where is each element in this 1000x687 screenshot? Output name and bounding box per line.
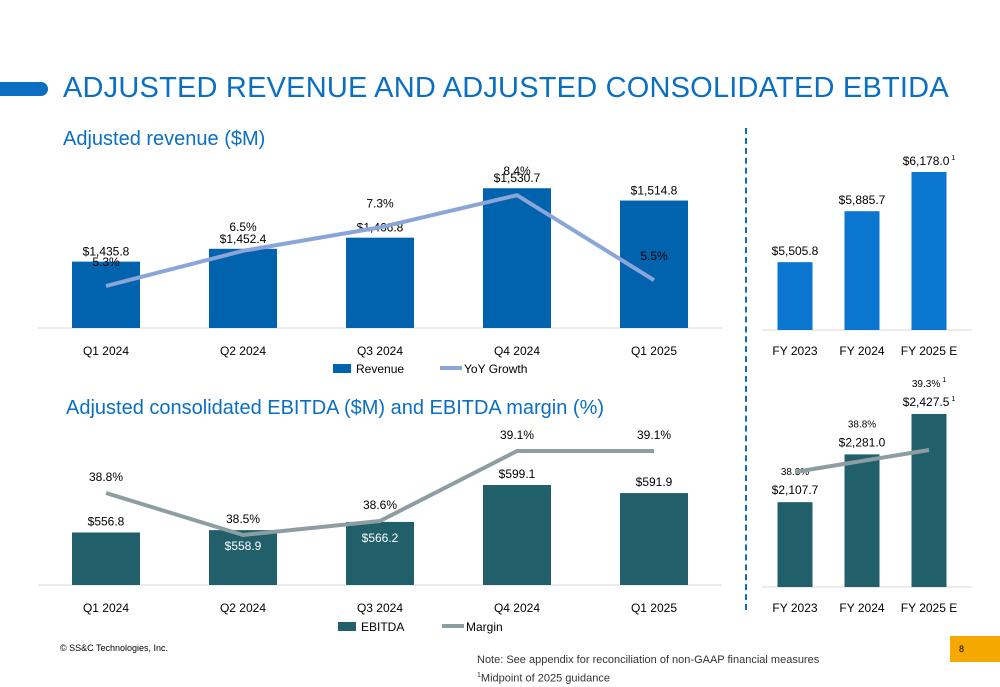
revenue-value-label: $1,435.8: [83, 245, 130, 259]
annual-revenue-bar: [911, 172, 947, 330]
footnote-marker: 1: [477, 672, 481, 679]
legend-ebitda-label: EBITDA: [361, 620, 404, 634]
annual-revenue-value-label: $5,505.8: [772, 244, 819, 258]
ebitda-bar: [72, 532, 140, 585]
yoy-growth-label: 6.5%: [229, 220, 257, 234]
slide-title: ADJUSTED REVENUE AND ADJUSTED CONSOLIDAT…: [63, 72, 949, 104]
annual-revenue-bar: [844, 211, 880, 330]
revenue-category-label: Q1 2024: [83, 344, 129, 358]
annual-ebitda-category-label: FY 2025 E: [901, 601, 957, 615]
annual-margin-label: 38.3%: [781, 467, 809, 478]
margin-label: 39.1%: [500, 428, 534, 442]
section-divider: [745, 128, 747, 610]
ebitda-value-label: $556.8: [88, 514, 125, 528]
annual-revenue-value-label: $5,885.7: [839, 193, 886, 207]
title-accent-bar: [0, 82, 48, 96]
legend-yoy-label: YoY Growth: [464, 362, 527, 376]
margin-label: 38.8%: [89, 470, 123, 484]
legend-revenue-swatch: [333, 364, 351, 373]
annual-revenue-category-label: FY 2025 E: [901, 344, 957, 358]
revenue-category-label: Q1 2025: [631, 344, 677, 358]
revenue-bar: [72, 261, 140, 328]
annual-ebitda-bar: [911, 414, 947, 587]
annual-ebitda-category-label: FY 2023: [772, 601, 817, 615]
annual-revenue-value-label: $6,178.0 1: [903, 154, 956, 168]
page-number: 8: [950, 636, 1000, 662]
revenue-value-label: $1,530.7: [494, 171, 541, 185]
yoy-growth-label: 7.3%: [366, 196, 394, 210]
annual-ebitda-bar: [844, 454, 880, 587]
revenue-category-label: Q2 2024: [220, 344, 266, 358]
ebitda-value-label: $599.1: [499, 467, 536, 481]
margin-label: 38.5%: [226, 512, 260, 526]
footnote-text: Midpoint of 2025 guidance: [480, 672, 610, 685]
annual-ebitda-bar: [777, 502, 813, 587]
annual-ebitda-value-label: $2,107.7: [772, 483, 819, 497]
margin-line: [105, 449, 654, 537]
annual-margin-line: [794, 448, 930, 474]
ebitda-category-label: Q3 2024: [357, 601, 403, 615]
revenue-bar: [209, 248, 277, 328]
revenue-value-label: $1,452.4: [220, 232, 267, 246]
ebitda-category-label: Q1 2025: [631, 601, 677, 615]
yoy-growth-label: 8.4%: [503, 164, 531, 178]
ebitda-value-label: $566.2: [362, 531, 399, 545]
ebitda-value-label: $591.9: [636, 475, 673, 489]
annual-margin-label: 38.8%: [848, 419, 876, 430]
ebitda-bar: [346, 521, 414, 585]
annual-revenue-bar: [777, 262, 813, 330]
margin-label: 39.1%: [637, 428, 671, 442]
ebitda-chart-title: Adjusted consolidated EBITDA ($M) and EB…: [66, 397, 605, 419]
annual-revenue-category-label: FY 2023: [772, 344, 817, 358]
annual-ebitda-category-label: FY 2024: [839, 601, 884, 615]
yoy-growth-label: 5.3%: [92, 255, 120, 269]
ebitda-category-label: Q4 2024: [494, 601, 540, 615]
annual-ebitda-value-label: $2,427.5 1: [903, 395, 956, 409]
footnote-line-1: Note: See appendix for reconciliation of…: [477, 654, 820, 666]
footnote-line-2: 1Midpoint of 2025 guidance: [477, 668, 819, 687]
annual-revenue-category-label: FY 2024: [839, 344, 884, 358]
copyright: © SS&C Technologies, Inc.: [60, 643, 169, 653]
yoy-growth-label: 5.5%: [640, 249, 668, 263]
revenue-bar: [346, 237, 414, 328]
footnote: Note: See appendix for reconciliation of…: [477, 652, 819, 687]
revenue-chart-title: Adjusted revenue ($M): [63, 128, 266, 150]
ebitda-category-label: Q1 2024: [83, 601, 129, 615]
revenue-category-label: Q3 2024: [357, 344, 403, 358]
legend-margin-label: Margin: [466, 620, 503, 634]
annual-margin-label: 39.3% 1: [912, 377, 946, 390]
revenue-category-label: Q4 2024: [494, 344, 540, 358]
yoy-growth-line: [105, 193, 656, 288]
ebitda-value-label: $558.9: [225, 539, 262, 553]
ebitda-category-label: Q2 2024: [220, 601, 266, 615]
ebitda-bar: [620, 493, 688, 585]
legend-ebitda-swatch: [338, 622, 356, 631]
revenue-value-label: $1,514.8: [631, 184, 678, 198]
ebitda-bar: [209, 530, 277, 585]
legend-revenue-label: Revenue: [356, 362, 404, 376]
annual-ebitda-value-label: $2,281.0: [839, 435, 886, 449]
ebitda-bar: [483, 485, 551, 585]
margin-label: 38.6%: [363, 498, 397, 512]
